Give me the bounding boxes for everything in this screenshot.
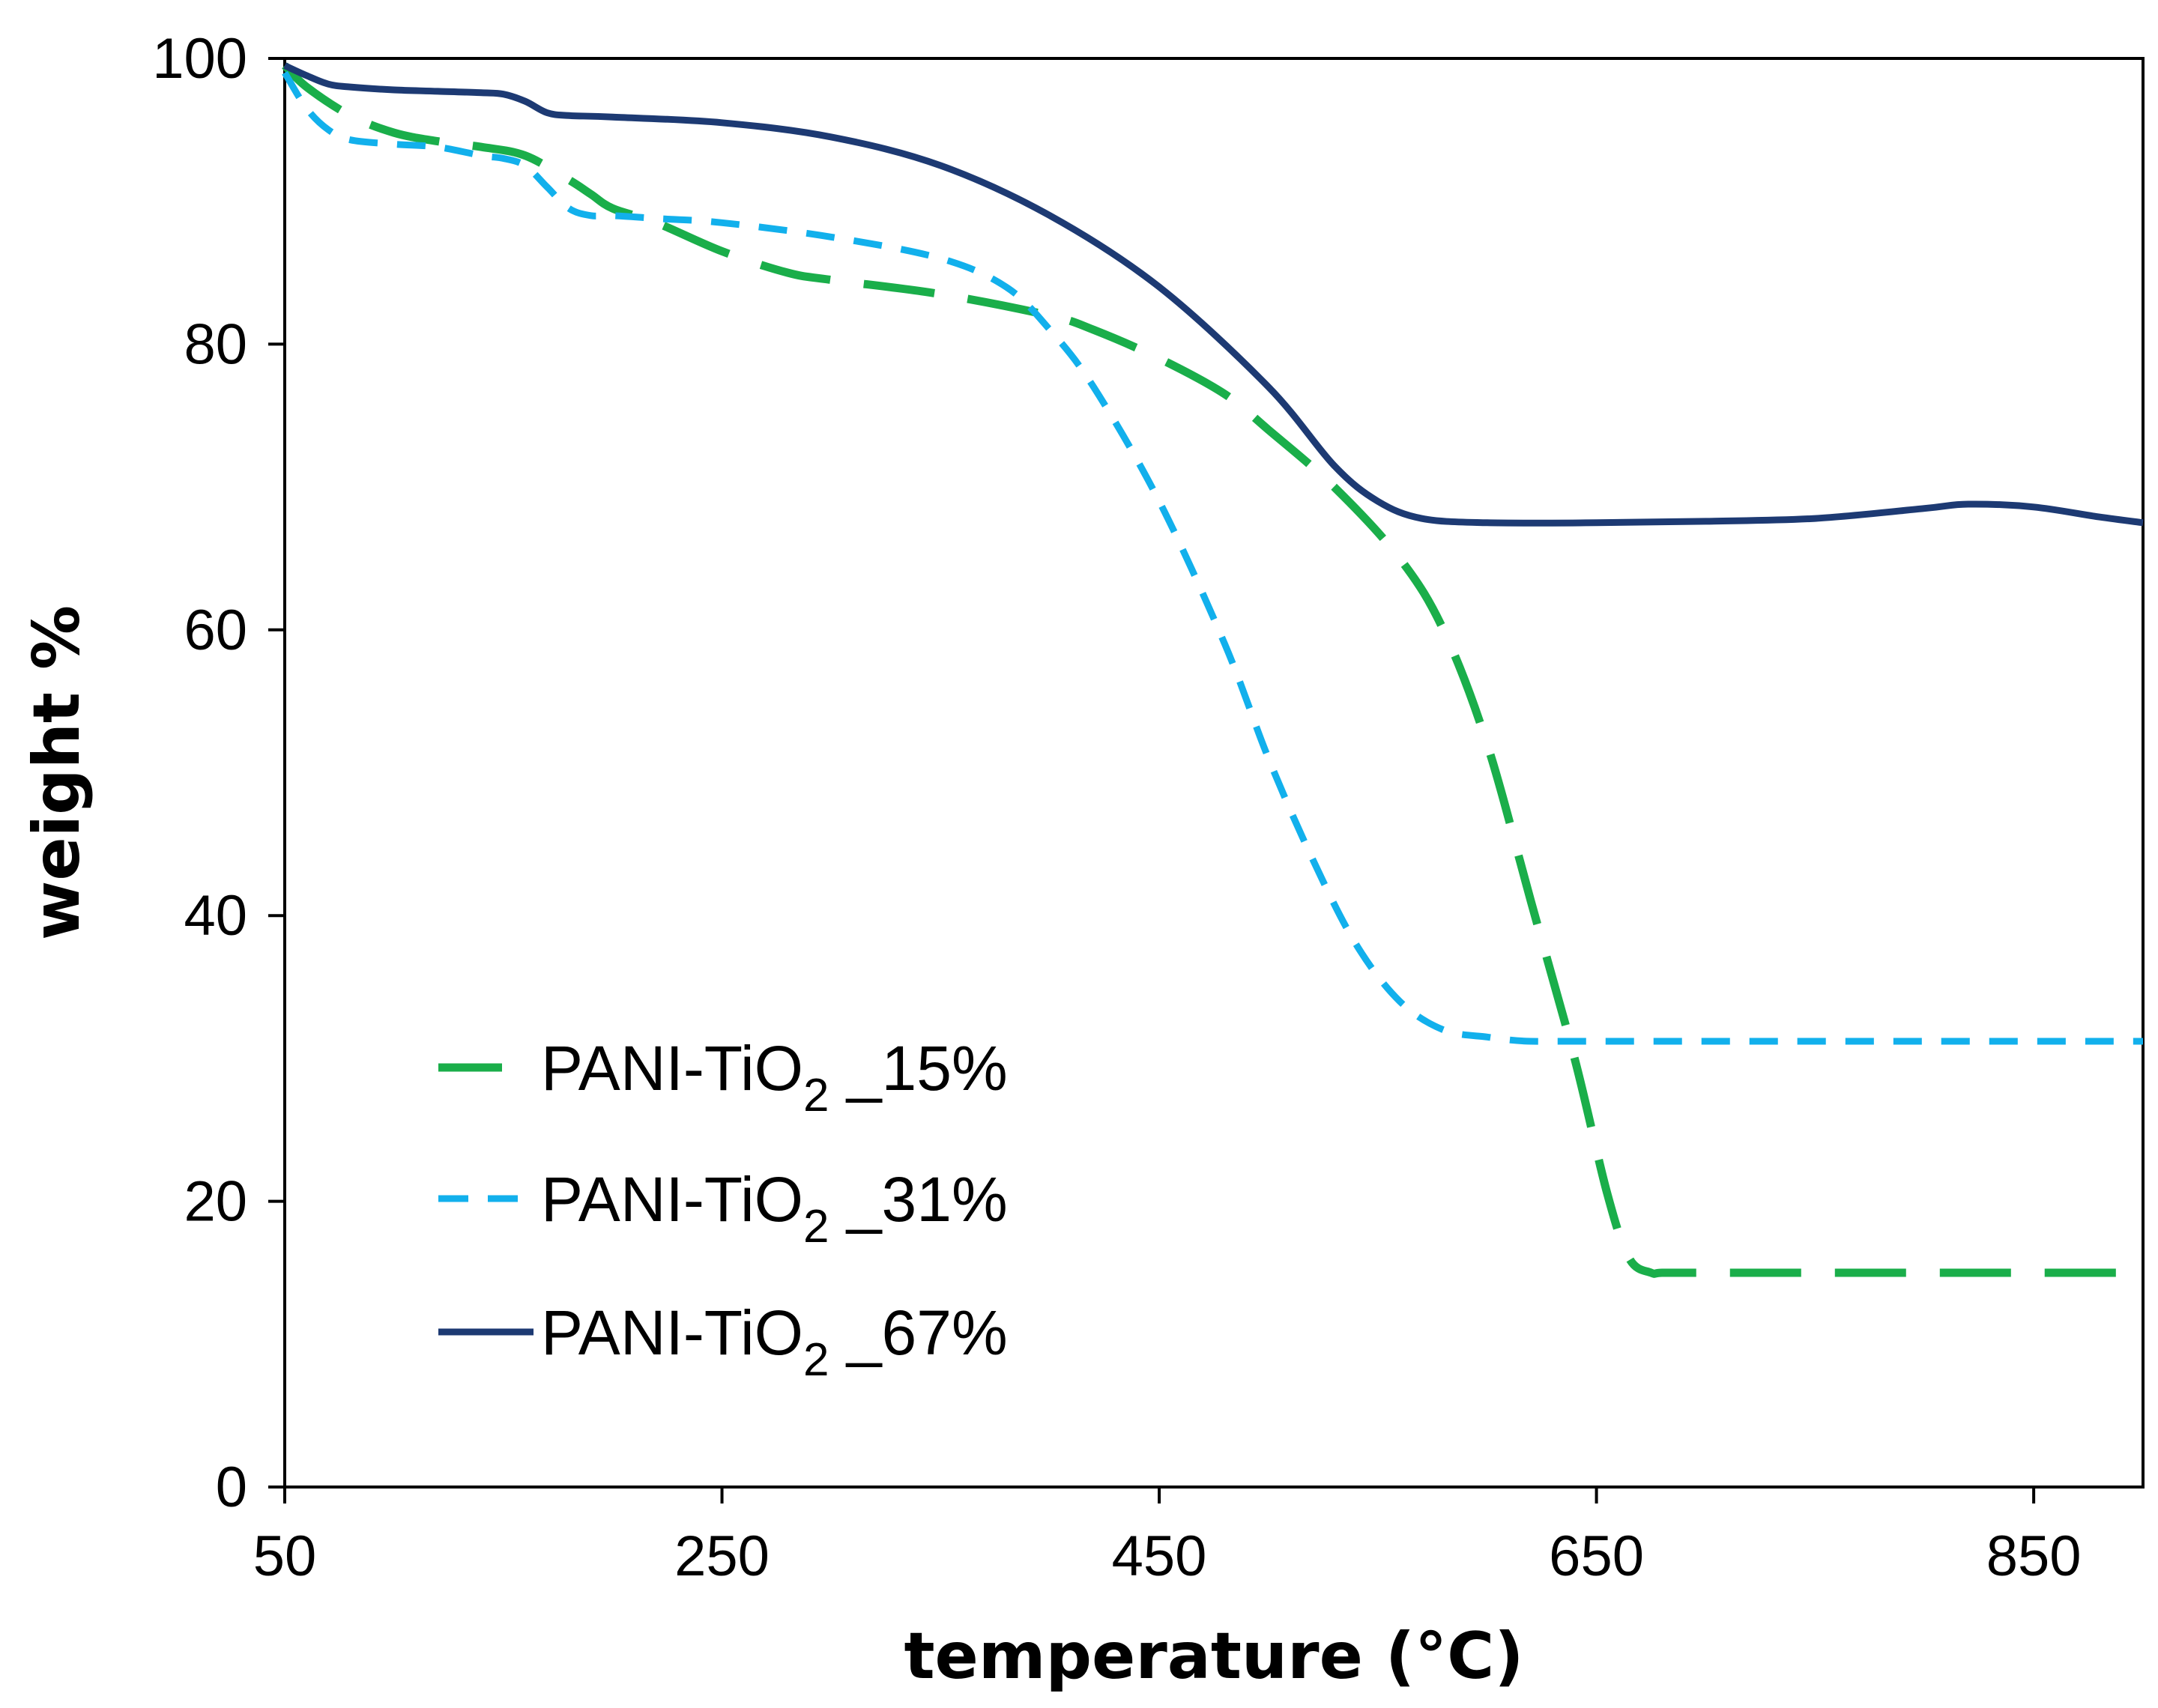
x-tick-label: 250 [674,1524,770,1588]
legend-label-1: PANI-TiO2 _15% [541,1033,1008,1121]
series-line-2 [282,70,2143,1045]
y-axis-title: weight % [19,605,94,940]
legend-label-3: PANI-TiO2 _67% [541,1297,1008,1386]
legend-label-subscript: 2 [803,1201,829,1253]
y-tick-label: 40 [184,884,247,948]
legend-label-tail: _15% [829,1033,1007,1103]
series-line-3 [283,62,2144,527]
x-tick-label: 450 [1112,1524,1207,1588]
series-layer [282,62,2144,1278]
y-tick-label: 20 [184,1170,247,1234]
x-axis-title: temperature (°C) [904,1619,1523,1694]
ticks-layer: 50 250 450 650 850 0 20 40 60 80 100 [152,27,2081,1588]
x-tick-label: 850 [1986,1524,2082,1588]
x-tick-label: 650 [1549,1524,1644,1588]
legend-label-2: PANI-TiO2 _31% [541,1164,1008,1253]
y-tick-label: 100 [152,27,247,91]
plot-area-frame [283,57,2145,1489]
series-line-1 [282,62,2143,1278]
legend-label-tail: _31% [829,1164,1007,1235]
legend: PANI-TiO2 _15%PANI-TiO2 _31%PANI-TiO2 _6… [438,1033,1008,1386]
legend-label-subscript: 2 [803,1334,829,1386]
y-tick-label: 0 [216,1456,247,1519]
legend-label-tail: _67% [829,1297,1007,1368]
legend-label-main: PANI-TiO [541,1164,803,1235]
y-tick-label: 80 [184,312,247,376]
legend-label-subscript: 2 [803,1070,829,1121]
x-tick-label: 50 [253,1524,317,1588]
y-tick-label: 60 [184,599,247,662]
legend-label-main: PANI-TiO [541,1297,803,1368]
legend-label-main: PANI-TiO [541,1033,803,1103]
